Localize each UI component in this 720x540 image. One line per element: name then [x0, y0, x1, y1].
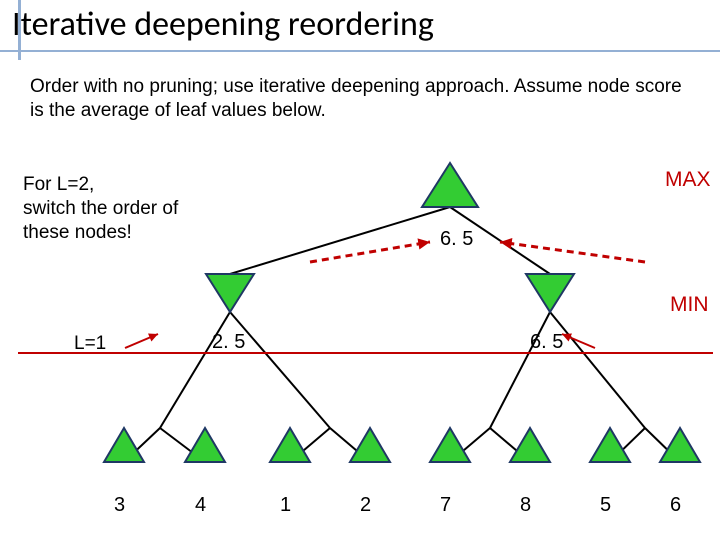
tree-diagram [0, 0, 720, 540]
leaf-value: 8 [520, 494, 531, 517]
leaf-value: 5 [600, 494, 611, 517]
leaf-value: 1 [280, 494, 291, 517]
leaf-value: 4 [195, 494, 206, 517]
leaf-value: 6 [670, 494, 681, 517]
leaf-value: 2 [360, 494, 371, 517]
slide: { "title": "Iterative deepening reorderi… [0, 0, 720, 540]
leaf-value: 3 [114, 494, 125, 517]
leaf-value: 7 [440, 494, 451, 517]
